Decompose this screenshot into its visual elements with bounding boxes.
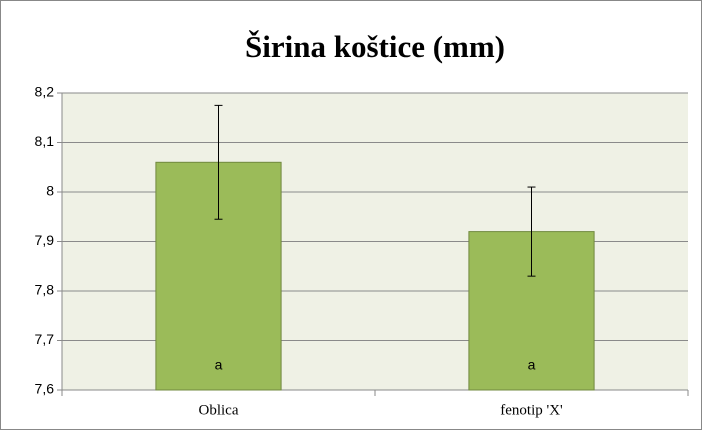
x-tick-label: Oblica (199, 402, 239, 418)
y-tick-label: 8 (46, 183, 54, 199)
annotation: a (528, 357, 536, 373)
y-tick-label: 7,8 (35, 282, 55, 298)
y-tick-label: 7,6 (35, 381, 55, 397)
x-tick-label: fenotip 'X' (500, 402, 563, 418)
y-tick-label: 7,7 (35, 331, 55, 347)
chart-title: Širina koštice (mm) (245, 29, 505, 64)
y-tick-label: 8,1 (35, 133, 55, 149)
y-tick-label: 8,2 (35, 84, 55, 100)
y-tick-label: 7,9 (35, 232, 55, 248)
annotation: a (215, 357, 223, 373)
